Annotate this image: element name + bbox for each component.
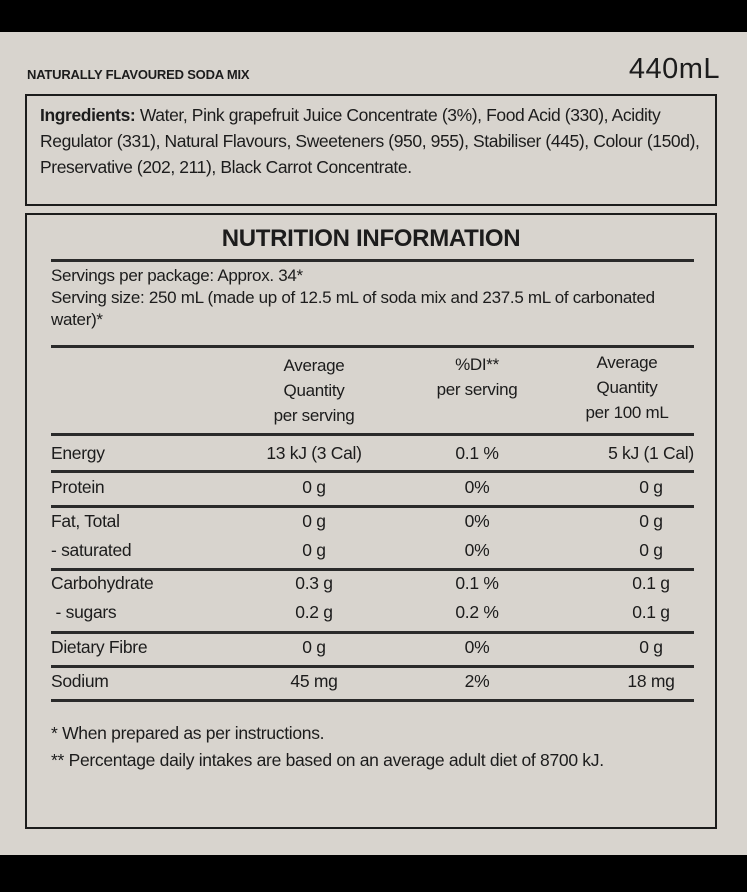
nutrient-name: Dietary Fibre (51, 637, 148, 657)
per-100ml-value: 0.1 g (632, 602, 670, 622)
nutrient-name: - saturated (51, 540, 132, 560)
per-serving-value: 0 g (302, 511, 326, 531)
divider (51, 568, 694, 571)
divider (51, 433, 694, 436)
per-serving-value: 13 kJ (3 Cal) (266, 443, 362, 463)
header-line: Average (283, 356, 345, 375)
di-value: 0% (464, 637, 490, 657)
per-100ml-value: 0 g (639, 637, 663, 657)
ingredients-box: Ingredients: Water, Pink grapefruit Juic… (25, 94, 717, 206)
di-value: 0% (464, 477, 490, 497)
di-value: 0.1 % (455, 443, 499, 463)
di-value: 2% (464, 671, 490, 691)
per-serving-value: 0.2 g (295, 602, 333, 622)
divider (51, 345, 694, 348)
product-type: NATURALLY FLAVOURED SODA MIX (27, 67, 250, 82)
di-value: 0.1 % (455, 573, 499, 593)
nutrition-panel: NUTRITION INFORMATION Servings per packa… (25, 213, 717, 829)
column-header-per-serving: Average Quantity per serving (231, 353, 397, 428)
ingredients-list: Water, Pink grapefruit Juice Concentrate… (40, 105, 700, 177)
header-line: per 100 mL (585, 403, 669, 422)
servings-per-package: Servings per package: Approx. 34* (51, 266, 303, 285)
divider (51, 631, 694, 634)
divider (51, 665, 694, 668)
nutrition-title: NUTRITION INFORMATION (221, 225, 521, 252)
footnote: ** Percentage daily intakes are based on… (51, 750, 604, 770)
divider (51, 505, 694, 508)
column-header-di: %DI** per serving (407, 352, 547, 402)
volume: 440mL (628, 53, 720, 85)
ingredients-label: Ingredients: (40, 105, 136, 125)
per-serving-value: 0.3 g (295, 573, 333, 593)
servings-info: Servings per package: Approx. 34* Servin… (51, 265, 695, 331)
per-serving-value: 45 mg (290, 671, 338, 691)
per-100ml-value: 18 mg (627, 671, 675, 691)
per-100ml-value: 0 g (639, 540, 663, 560)
divider (51, 470, 694, 473)
per-100ml-value: 5 kJ (1 Cal) (608, 443, 694, 463)
serving-size: Serving size: 250 mL (made up of 12.5 mL… (51, 288, 655, 329)
di-value: 0% (464, 511, 490, 531)
footnote: * When prepared as per instructions. (51, 723, 325, 743)
nutrient-name: Fat, Total (51, 511, 120, 531)
divider (51, 699, 694, 702)
header-line: per serving (273, 406, 355, 425)
nutrient-name: Carbohydrate (51, 573, 154, 593)
header-line: Quantity (596, 378, 658, 397)
header-line: %DI** (455, 355, 499, 374)
header-line: per serving (436, 380, 518, 399)
di-value: 0% (464, 540, 490, 560)
per-serving-value: 0 g (302, 540, 326, 560)
divider (51, 259, 694, 262)
nutrient-name: Sodium (51, 671, 109, 691)
per-serving-value: 0 g (302, 637, 326, 657)
di-value: 0.2 % (455, 602, 499, 622)
per-100ml-value: 0 g (639, 511, 663, 531)
nutrition-label: NATURALLY FLAVOURED SODA MIX 440mL Ingre… (0, 32, 747, 855)
per-100ml-value: 0.1 g (632, 573, 670, 593)
ingredients-text: Ingredients: Water, Pink grapefruit Juic… (40, 102, 705, 180)
nutrient-name: Protein (51, 477, 105, 497)
nutrient-name: - sugars (51, 602, 117, 622)
header-line: Average (596, 353, 658, 372)
header-line: Quantity (283, 381, 345, 400)
label-header: NATURALLY FLAVOURED SODA MIX 440mL (27, 53, 720, 89)
per-100ml-value: 0 g (639, 477, 663, 497)
per-serving-value: 0 g (302, 477, 326, 497)
nutrient-name: Energy (51, 443, 105, 463)
footnotes: * When prepared as per instructions. ** … (51, 720, 695, 774)
column-header-per-100ml: Average Quantity per 100 mL (557, 350, 697, 425)
